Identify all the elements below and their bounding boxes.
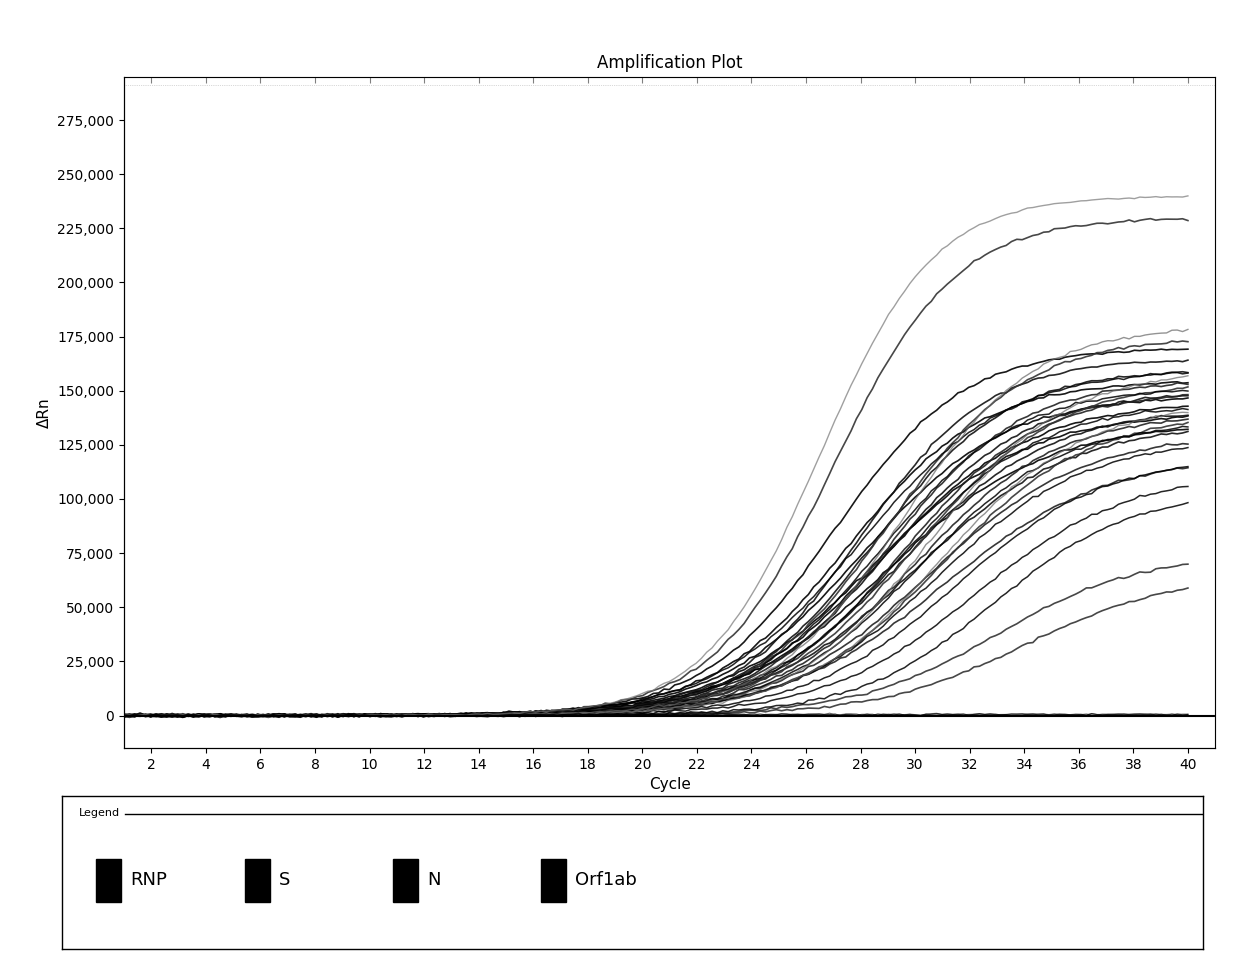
Text: RNP: RNP	[130, 872, 167, 889]
Bar	[393, 859, 418, 901]
Bar	[244, 859, 269, 901]
Text: N: N	[427, 872, 440, 889]
Title: Amplification Plot: Amplification Plot	[596, 55, 743, 72]
Bar	[541, 859, 567, 901]
X-axis label: Cycle: Cycle	[649, 778, 691, 792]
Bar	[97, 859, 122, 901]
Text: Legend: Legend	[79, 808, 120, 818]
Text: Orf1ab: Orf1ab	[575, 872, 637, 889]
Y-axis label: ΔRn: ΔRn	[37, 397, 52, 428]
Text: S: S	[279, 872, 290, 889]
